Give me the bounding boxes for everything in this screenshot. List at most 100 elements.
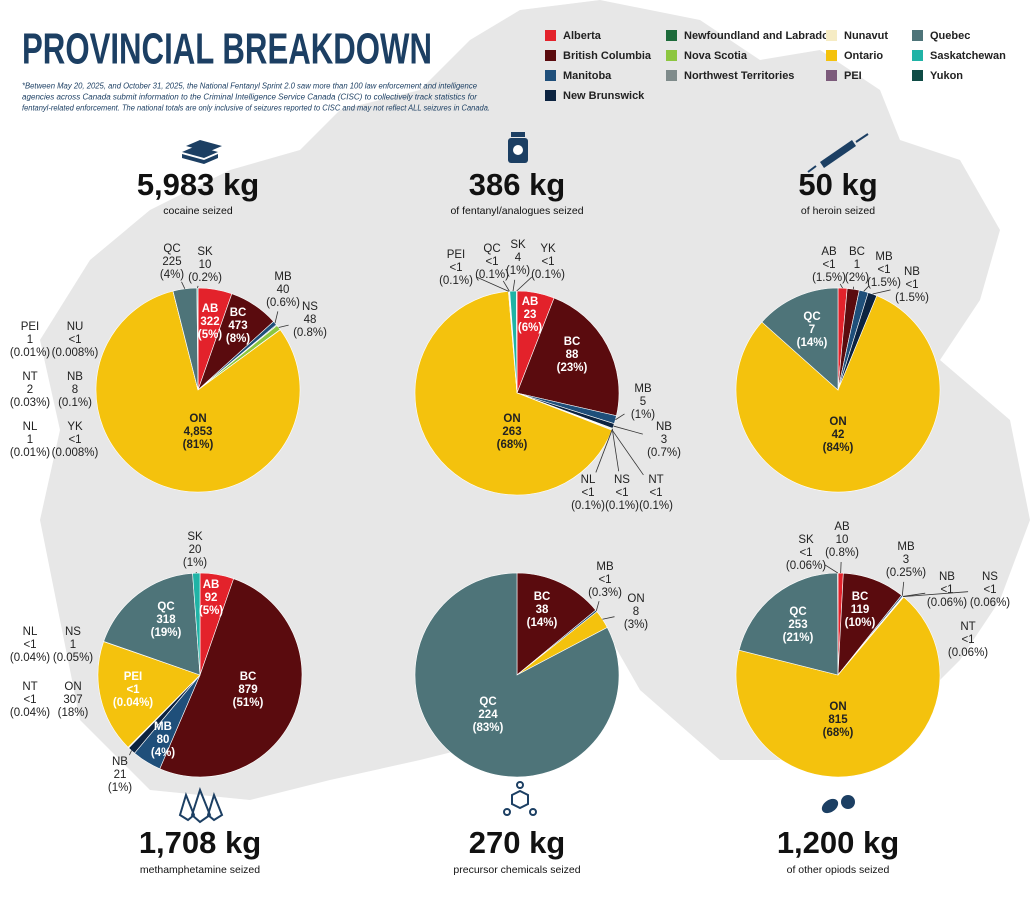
legend-swatch	[545, 70, 556, 81]
bottle-icon	[508, 132, 528, 163]
slice-percent: (0.06%)	[786, 560, 826, 572]
slice-category: AB	[834, 521, 850, 533]
slice-percent: (0.1%)	[571, 500, 605, 512]
slice-percent: (0.1%)	[58, 397, 92, 409]
slice-percent: (0.6%)	[266, 297, 300, 309]
legend-label: Quebec	[930, 30, 970, 42]
slice-category: ON	[829, 701, 846, 713]
slice-value: 20	[189, 544, 202, 556]
leader-line	[872, 289, 891, 295]
legend-swatch	[826, 50, 837, 61]
slice-category: BC	[230, 307, 247, 319]
slice-category: NB	[904, 266, 920, 278]
slice-percent: (1%)	[183, 557, 207, 569]
leader-line	[824, 564, 839, 574]
slice-value: 40	[277, 284, 290, 296]
slice-value: 23	[524, 309, 537, 321]
slice-percent: (1%)	[108, 782, 132, 794]
slice-percent: (0.06%)	[927, 597, 967, 609]
slice-percent: (0.05%)	[53, 652, 93, 664]
slice-value: 879	[238, 684, 257, 696]
slice-percent: (1%)	[631, 409, 655, 421]
total-subtitle: precursor chemicals seized	[453, 864, 580, 876]
slice-percent: (68%)	[823, 727, 854, 739]
pie-slice	[516, 572, 597, 676]
slice-percent: (0.1%)	[639, 500, 673, 512]
pie-slice	[414, 572, 620, 778]
pie-slice	[97, 641, 201, 748]
slice-value: 1	[27, 334, 33, 346]
slice-value: 1	[27, 434, 33, 446]
slice-category: SK	[187, 531, 203, 543]
slice-value: <1	[581, 487, 594, 499]
slice-value: 119	[851, 604, 870, 616]
legend-label: Nova Scotia	[684, 50, 748, 62]
slice-percent: (1.5%)	[895, 292, 929, 304]
brick-icon	[182, 140, 222, 164]
slice-value: 80	[157, 734, 170, 746]
pie-slice	[738, 572, 839, 676]
slice-percent: (0.008%)	[52, 447, 99, 459]
leader-line	[475, 276, 509, 292]
legend-label: British Columbia	[563, 50, 652, 62]
slice-category: QC	[803, 311, 820, 323]
slice-percent: (23%)	[557, 362, 588, 374]
slice-percent: (84%)	[823, 442, 854, 454]
slice-percent: (1%)	[506, 265, 530, 277]
leader-line	[516, 276, 533, 292]
legend-swatch	[912, 30, 923, 41]
slice-percent: (19%)	[151, 627, 182, 639]
slice-value: <1	[126, 684, 140, 696]
pie-slice	[761, 287, 839, 391]
slice-percent: (0.01%)	[10, 347, 50, 359]
slice-value: 253	[788, 619, 807, 631]
slice-category: PEI	[21, 321, 40, 333]
total-label: 5,983 kg	[137, 167, 259, 202]
slice-category: AB	[203, 579, 220, 591]
total-subtitle: of other opiods seized	[787, 864, 890, 876]
slice-value: 3	[661, 434, 667, 446]
leader-line	[839, 283, 843, 289]
leader-line	[611, 429, 620, 472]
slice-percent: (0.1%)	[439, 275, 473, 287]
slice-value: 2	[27, 384, 33, 396]
leader-line	[512, 279, 516, 292]
total-subtitle: of fentanyl/analogues seized	[450, 205, 583, 217]
total-label: 50 kg	[798, 167, 877, 202]
slice-category: NB	[939, 571, 955, 583]
slice-percent: (0.3%)	[588, 587, 622, 599]
slice-value: <1	[983, 584, 996, 596]
slice-value: 318	[156, 614, 176, 626]
slice-value: <1	[541, 256, 554, 268]
leader-line	[863, 285, 870, 292]
legend-swatch	[545, 50, 556, 61]
slice-category: NT	[648, 474, 663, 486]
legend-swatch	[666, 30, 677, 41]
pie-slice	[516, 297, 620, 417]
note-line: agencies across Canada submit informatio…	[22, 91, 478, 101]
legend-swatch	[545, 30, 556, 41]
slice-category: NB	[67, 371, 83, 383]
slice-category: QC	[163, 243, 180, 255]
total-label: 1,200 kg	[777, 825, 899, 860]
slice-category: BC	[240, 671, 257, 683]
slice-category: AB	[821, 246, 837, 258]
slice-category: NL	[23, 421, 38, 433]
slice-category: AB	[202, 303, 219, 315]
slice-category: NS	[614, 474, 630, 486]
leader-line	[901, 581, 905, 596]
slice-category: BC	[534, 591, 551, 603]
slice-category: QC	[157, 601, 174, 613]
slice-value: <1	[68, 334, 81, 346]
legend-label: PEI	[844, 70, 862, 82]
slice-value: 8	[72, 384, 78, 396]
slice-category: YK	[540, 243, 556, 255]
legend-swatch	[545, 90, 556, 101]
legend: Alberta British Columbia Manitoba New Bruns…	[545, 30, 1006, 102]
slice-value: <1	[449, 262, 462, 274]
leader-line	[615, 413, 625, 421]
slice-value: 225	[162, 256, 181, 268]
